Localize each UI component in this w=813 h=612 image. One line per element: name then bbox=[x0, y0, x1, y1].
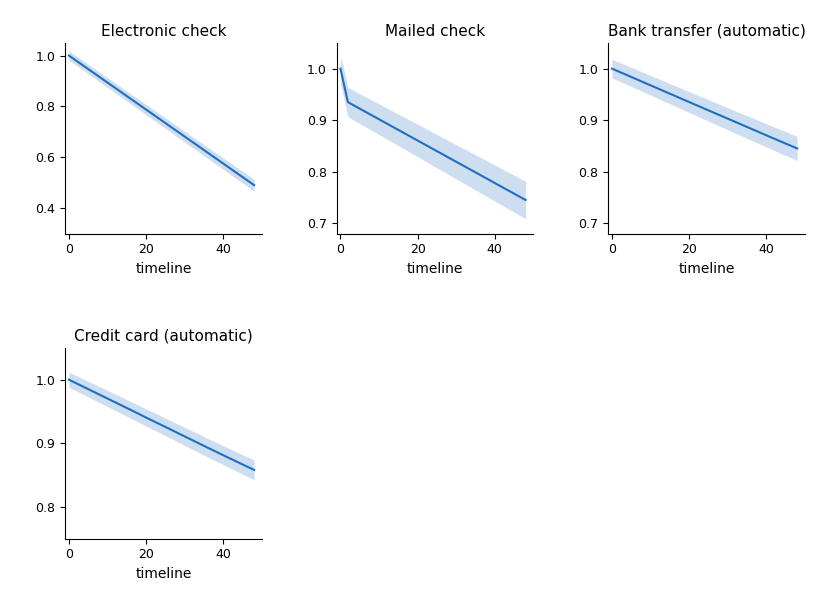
X-axis label: timeline: timeline bbox=[678, 262, 735, 276]
Title: Credit card (automatic): Credit card (automatic) bbox=[74, 329, 253, 344]
X-axis label: timeline: timeline bbox=[135, 262, 192, 276]
Title: Electronic check: Electronic check bbox=[101, 24, 226, 39]
Title: Bank transfer (automatic): Bank transfer (automatic) bbox=[607, 24, 806, 39]
X-axis label: timeline: timeline bbox=[406, 262, 463, 276]
Title: Mailed check: Mailed check bbox=[385, 24, 485, 39]
X-axis label: timeline: timeline bbox=[135, 567, 192, 581]
